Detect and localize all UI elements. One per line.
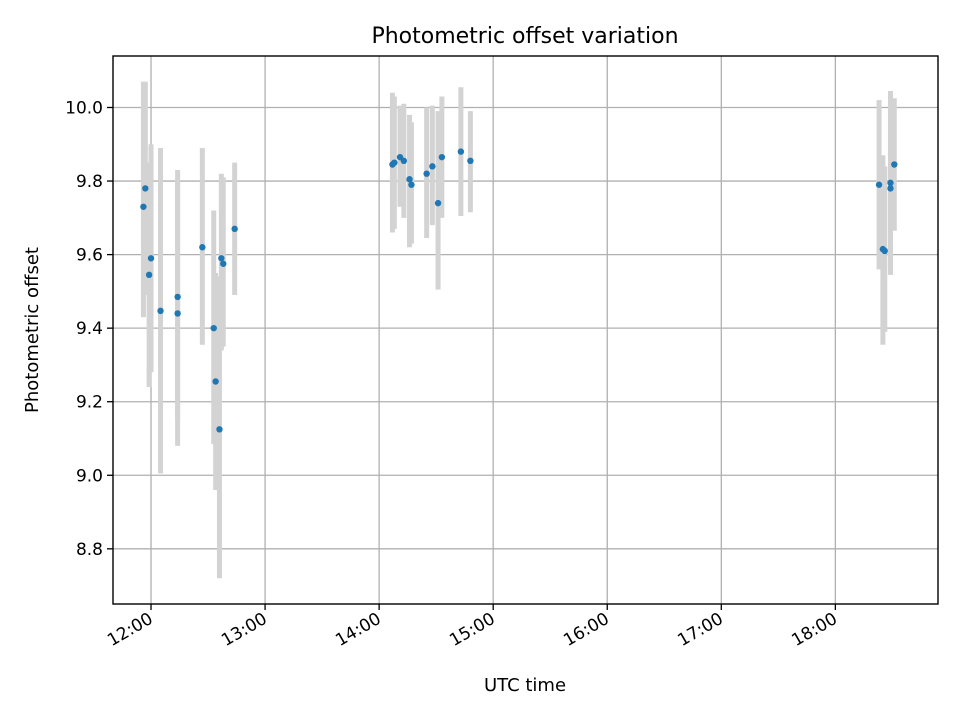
data-point xyxy=(216,426,223,433)
plot-frame xyxy=(112,55,939,605)
y-axis-label: Photometric offset xyxy=(22,247,43,413)
data-point xyxy=(887,185,894,192)
data-point xyxy=(218,255,225,262)
y-tick-label: 9.8 xyxy=(76,172,103,192)
data-point xyxy=(434,199,442,207)
data-point xyxy=(220,260,227,267)
data-point xyxy=(199,244,206,251)
data-point xyxy=(142,185,149,192)
y-tick-label: 9.6 xyxy=(76,246,103,266)
y-tick-label: 9.2 xyxy=(76,393,103,413)
data-point xyxy=(147,255,155,262)
y-tick-label: 9.0 xyxy=(76,466,103,486)
data-point xyxy=(174,310,181,317)
data-point xyxy=(157,307,164,315)
data-point xyxy=(423,170,430,177)
y-tick-label: 10.0 xyxy=(65,98,103,118)
y-axis-ticks: 8.8 9.0 9.2 9.4 9.6 9.8 10.0 xyxy=(65,98,113,560)
data-point xyxy=(429,163,436,170)
data-point xyxy=(231,225,238,233)
data-point xyxy=(400,157,408,165)
data-points xyxy=(140,148,898,433)
data-point xyxy=(887,179,894,187)
data-point xyxy=(174,293,181,301)
y-tick-label: 8.8 xyxy=(76,540,103,560)
data-point xyxy=(891,161,898,168)
y-tick-label: 9.4 xyxy=(76,319,103,339)
data-point xyxy=(212,378,219,385)
data-point xyxy=(140,203,147,210)
data-point xyxy=(467,157,474,165)
data-point xyxy=(875,181,883,188)
x-axis-label: UTC time xyxy=(484,675,566,696)
data-point xyxy=(391,159,398,166)
data-point xyxy=(210,324,217,332)
data-point xyxy=(881,247,888,255)
data-point xyxy=(408,181,415,188)
chart-title: Photometric offset variation xyxy=(371,24,678,49)
data-point xyxy=(145,271,153,279)
data-point xyxy=(457,148,465,155)
grid xyxy=(113,56,938,604)
data-point xyxy=(406,176,413,183)
data-point xyxy=(438,153,446,161)
